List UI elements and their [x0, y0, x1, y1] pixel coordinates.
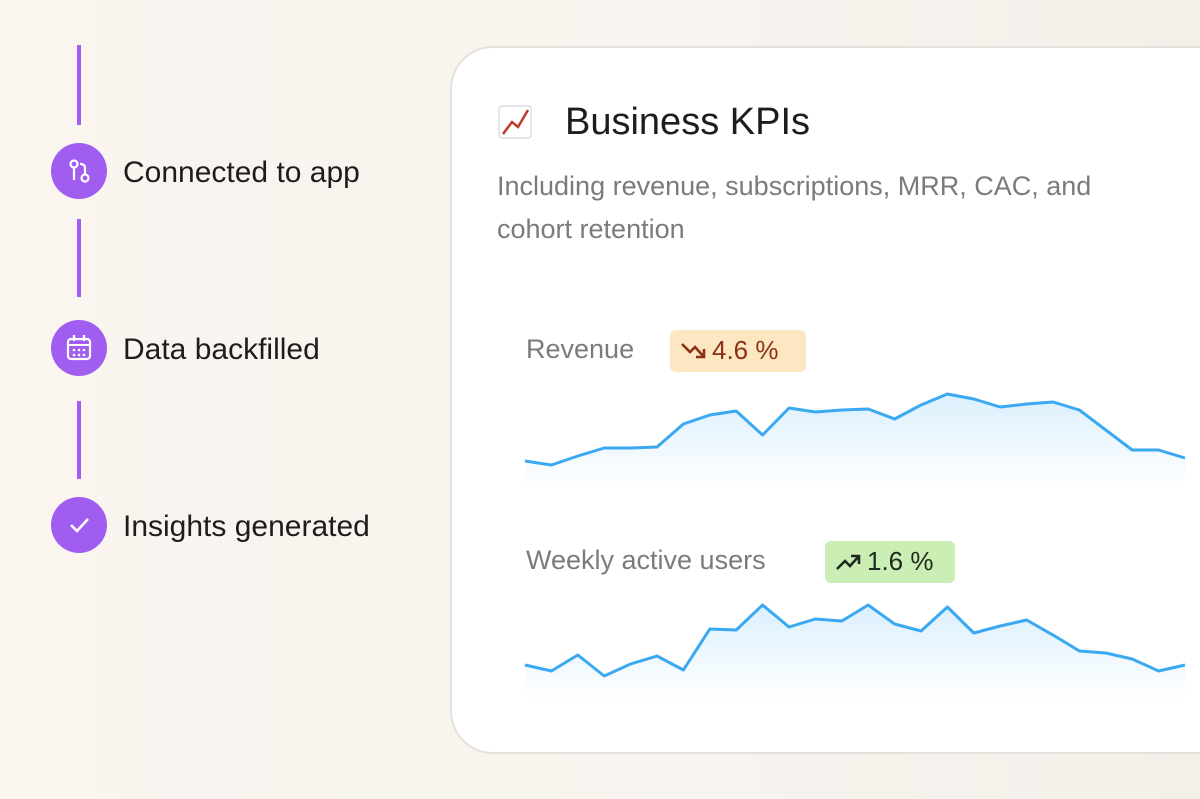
icon-part [77, 348, 81, 352]
sparkline-area [525, 394, 1185, 490]
card-description: Including revenue, subscriptions, MRR, C… [497, 171, 1091, 201]
icon-part [82, 348, 86, 352]
icon-part [70, 518, 89, 533]
step-badge [51, 143, 107, 199]
title-icon [498, 105, 532, 139]
timeline-step: Connected to app [51, 143, 360, 199]
icon-part [72, 162, 87, 180]
sparkline [524, 392, 1186, 467]
timeline-step: Insights generated [51, 497, 370, 553]
step-badge [51, 497, 107, 553]
sparkline [524, 603, 1186, 678]
step-label: Connected to app [123, 156, 360, 189]
step-label: Insights generated [123, 510, 370, 543]
icon-part [72, 335, 86, 341]
icon-part [82, 353, 86, 357]
card-description: cohort retention [497, 214, 685, 244]
metric: Revenue 4.6 % [524, 330, 1186, 490]
sparkline-area [525, 605, 1185, 700]
change-value: 4.6 % [712, 335, 779, 365]
metric-label: Weekly active users [526, 545, 766, 575]
icon-part [80, 173, 90, 183]
change-badge [670, 330, 806, 372]
card [450, 46, 1200, 754]
icon-part [69, 159, 79, 169]
change-badge [825, 541, 955, 583]
trend-icon [836, 554, 861, 570]
timeline-step: Data backfilled [51, 320, 320, 376]
metric: Weekly active users 1.6 % [524, 541, 1186, 700]
step-label: Data backfilled [123, 333, 320, 366]
change-value: 1.6 % [867, 546, 934, 576]
icon-part [72, 353, 76, 357]
icon-part [72, 348, 76, 352]
metric-label: Revenue [526, 334, 634, 364]
step-badge [51, 320, 107, 376]
icon-part [66, 337, 92, 361]
trend-icon [681, 343, 706, 359]
icon-part [77, 353, 81, 357]
card-title: Business KPIs [565, 101, 810, 143]
